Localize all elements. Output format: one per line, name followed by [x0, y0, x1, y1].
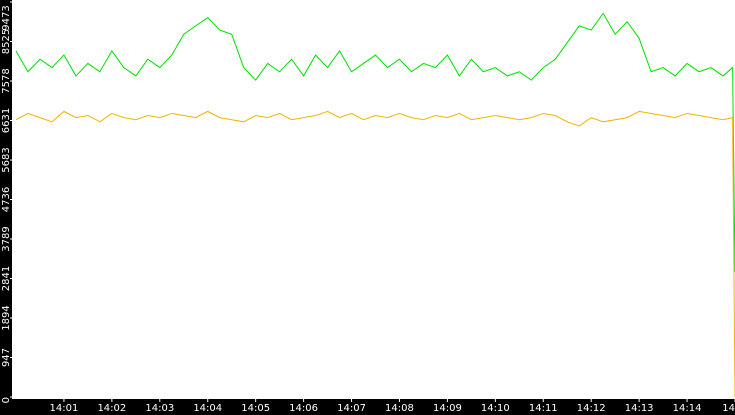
x-tick-label: 14:05	[241, 403, 270, 414]
y-tick-label: 7578	[1, 68, 12, 93]
x-tick-label: 14:03	[145, 403, 174, 414]
x-tick-label: 14:09	[433, 403, 462, 414]
y-tick-label: 9473	[1, 5, 12, 30]
y-tick-label: 5683	[1, 147, 12, 172]
y-axis-strip	[0, 0, 12, 415]
y-tick-label: 3789	[1, 226, 12, 251]
y-tick-label: 0	[1, 397, 12, 403]
x-tick-label: 14:08	[385, 403, 414, 414]
x-tick-label: 14:14	[673, 403, 702, 414]
y-tick-label: 6631	[1, 108, 12, 133]
y-tick-label: 2841	[1, 266, 12, 291]
y-tick-label: 947	[1, 348, 12, 367]
series-line	[15, 110, 735, 398]
series-line	[15, 12, 735, 272]
y-tick-label: 8525	[1, 29, 12, 54]
x-tick-label: 14:02	[97, 403, 126, 414]
x-tick-label: 14:13	[625, 403, 654, 414]
x-tick-label: 14	[722, 403, 735, 414]
x-tick-label: 14:04	[193, 403, 222, 414]
x-tick-label: 14:11	[529, 403, 558, 414]
y-tick-label: 4736	[1, 187, 12, 212]
x-tick-label: 14:10	[481, 403, 510, 414]
x-tick-label: 14:12	[577, 403, 606, 414]
x-tick-label: 14:07	[337, 403, 366, 414]
y-tick-label: 1894	[1, 305, 12, 330]
x-tick-label: 14:06	[289, 403, 318, 414]
x-axis-strip	[0, 399, 735, 415]
x-tick-label: 14:01	[50, 403, 79, 414]
